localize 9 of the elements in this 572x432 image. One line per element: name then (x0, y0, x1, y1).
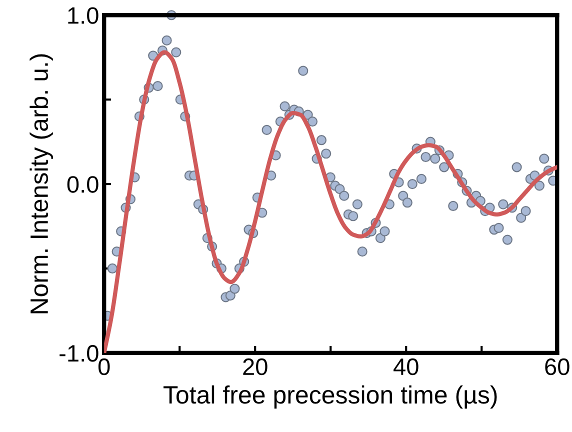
x-axis-title: Total free precession time (µs) (164, 385, 497, 409)
y-tick-label: 0.0 (67, 176, 98, 193)
y-axis-title: Norm. Intensity (arb. u.) (30, 54, 54, 314)
y-tick-label: 1.0 (68, 7, 98, 24)
y-tick-label: -1.0 (60, 345, 98, 362)
x-tick-label: 40 (394, 358, 418, 376)
x-tick-label: 0 (98, 358, 110, 376)
x-tick-label: 20 (243, 358, 268, 376)
x-tick-label: 60 (545, 358, 570, 376)
